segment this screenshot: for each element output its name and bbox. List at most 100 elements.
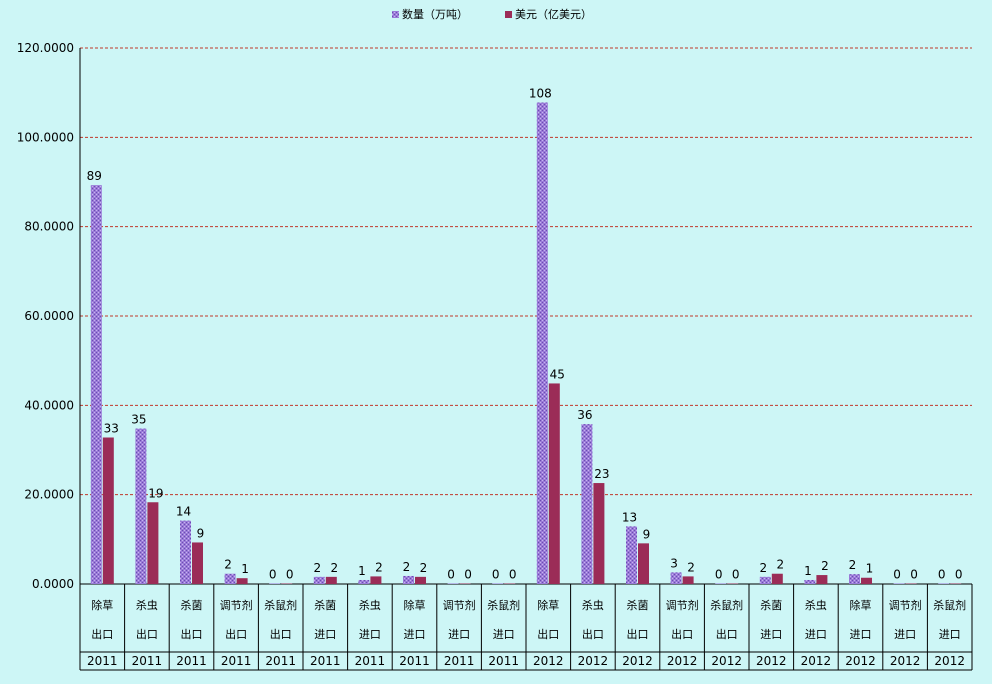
bar-usd <box>415 576 426 584</box>
bar-quantity <box>938 583 950 584</box>
x-tick-label-year: 2012 <box>845 654 876 668</box>
data-label-usd: 2 <box>420 561 428 575</box>
bar-quantity <box>626 526 637 584</box>
x-tick-label-year: 2011 <box>444 654 475 668</box>
data-label-usd: 9 <box>197 526 205 540</box>
bar-usd <box>861 577 872 584</box>
x-tick-label-year: 2012 <box>890 654 921 668</box>
x-tick-label-direction: 出口 <box>671 627 693 641</box>
bar-usd <box>727 583 739 584</box>
x-tick-label-year: 2011 <box>310 654 341 668</box>
legend-label-quantity: 数量（万吨） <box>402 8 468 21</box>
data-label-usd: 2 <box>375 560 383 574</box>
data-label-quantity: 0 <box>447 568 455 582</box>
bar-quantity <box>135 428 147 584</box>
x-tick-label-year: 2012 <box>667 654 698 668</box>
data-label-quantity: 89 <box>87 169 102 183</box>
bar-quantity <box>715 583 727 584</box>
x-tick-label-direction: 出口 <box>582 627 604 641</box>
x-tick-label-type: 杀菌 <box>181 598 203 612</box>
data-label-quantity: 1 <box>358 564 366 578</box>
data-label-quantity: 108 <box>529 86 552 100</box>
data-label-usd: 1 <box>866 562 874 576</box>
bar-quantity <box>581 424 593 584</box>
x-tick-label-type: 杀鼠剂 <box>264 598 297 612</box>
data-label-quantity: 0 <box>938 568 946 582</box>
x-tick-label-year: 2012 <box>578 654 609 668</box>
data-label-usd: 0 <box>464 568 472 582</box>
x-tick-label-year: 2011 <box>488 654 519 668</box>
x-tick-label-direction: 进口 <box>493 628 515 641</box>
data-label-usd: 0 <box>732 568 740 582</box>
x-tick-label-type: 杀虫 <box>359 598 381 612</box>
x-tick-label-type: 除草 <box>404 598 426 612</box>
bar-usd <box>459 583 471 584</box>
legend-swatch-usd <box>505 11 512 18</box>
x-tick-label-direction: 进口 <box>314 628 336 641</box>
bar-quantity <box>403 575 414 584</box>
bar-quantity <box>759 576 771 584</box>
data-label-usd: 0 <box>509 568 517 582</box>
bar-usd <box>905 583 917 584</box>
bar-usd <box>102 437 114 584</box>
data-label-usd: 1 <box>241 562 249 576</box>
data-label-quantity: 2 <box>224 558 232 572</box>
data-label-quantity: 35 <box>131 413 146 427</box>
bar-usd <box>325 576 337 584</box>
data-label-usd: 19 <box>148 486 163 500</box>
y-tick-label: 20.0000 <box>24 488 74 502</box>
data-label-quantity: 0 <box>269 568 277 582</box>
bar-quantity <box>893 583 905 584</box>
x-tick-label-direction: 进口 <box>850 628 872 641</box>
x-tick-label-direction: 出口 <box>91 627 113 641</box>
bar-quantity <box>670 572 682 584</box>
bar-quantity <box>849 574 860 584</box>
x-tick-label-direction: 出口 <box>181 627 203 641</box>
bar-quantity <box>180 520 191 584</box>
data-label-usd: 2 <box>330 561 338 575</box>
x-tick-label-year: 2011 <box>176 654 207 668</box>
y-tick-label: 120.0000 <box>17 41 74 55</box>
bar-usd <box>192 542 203 584</box>
data-label-usd: 2 <box>821 559 829 573</box>
data-label-quantity: 1 <box>804 564 812 578</box>
x-tick-label-type: 除草 <box>850 598 872 612</box>
x-tick-label-year: 2011 <box>132 654 163 668</box>
data-label-usd: 0 <box>286 568 294 582</box>
x-tick-label-year: 2011 <box>87 654 118 668</box>
y-tick-label: 100.0000 <box>17 130 74 144</box>
bar-usd <box>593 483 605 584</box>
x-tick-label-type: 除草 <box>537 598 559 612</box>
x-tick-label-year: 2012 <box>801 654 832 668</box>
data-label-usd: 0 <box>955 568 963 582</box>
x-tick-label-direction: 出口 <box>627 627 649 641</box>
x-tick-label-direction: 进口 <box>404 628 426 641</box>
data-label-usd: 0 <box>910 568 918 582</box>
x-tick-label-direction: 出口 <box>225 627 247 641</box>
bar-quantity <box>358 579 370 584</box>
x-tick-label-year: 2011 <box>355 654 386 668</box>
data-label-quantity: 14 <box>176 505 191 519</box>
bar-usd <box>281 583 293 584</box>
bar-quantity <box>269 583 281 584</box>
x-tick-label-type: 调节剂 <box>889 598 922 612</box>
x-tick-label-type: 杀鼠剂 <box>710 598 743 612</box>
x-tick-label-year: 2012 <box>934 654 965 668</box>
x-tick-label-year: 2011 <box>221 654 252 668</box>
data-label-usd: 2 <box>687 560 695 574</box>
x-tick-label-type: 除草 <box>91 598 113 612</box>
legend-label-usd: 美元（亿美元） <box>515 8 592 21</box>
bar-quantity <box>313 576 325 584</box>
x-tick-label-type: 杀菌 <box>760 598 782 612</box>
bar-usd <box>950 583 962 584</box>
data-label-quantity: 2 <box>849 558 857 572</box>
data-label-quantity: 0 <box>715 568 723 582</box>
x-tick-label-direction: 进口 <box>939 628 961 641</box>
data-label-quantity: 0 <box>893 568 901 582</box>
x-tick-label-year: 2012 <box>533 654 564 668</box>
y-tick-label: 40.0000 <box>24 398 74 412</box>
data-label-quantity: 36 <box>577 408 592 422</box>
x-tick-label-type: 调节剂 <box>443 598 476 612</box>
